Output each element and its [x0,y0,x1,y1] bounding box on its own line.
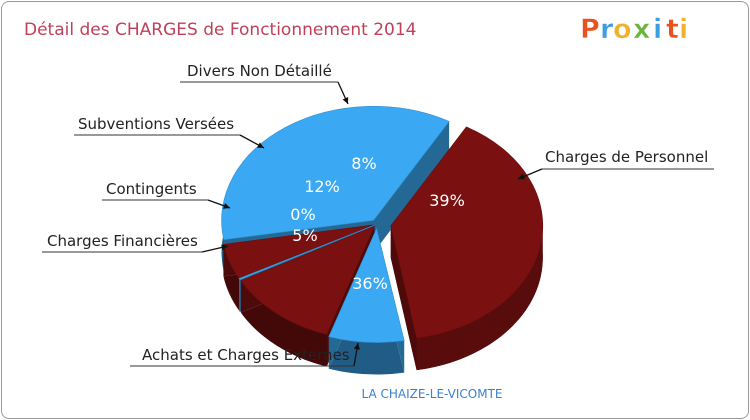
logo-letter: x [633,14,650,45]
logo-letter: o [613,14,632,45]
pct-label: 39% [429,191,465,210]
pct-label: 8% [351,154,376,173]
chart-title: Détail des CHARGES de Fonctionnement 201… [24,20,416,40]
slice-contingents [238,225,374,281]
leader-arrowhead [353,343,360,350]
logo-letter: t [666,14,679,45]
leader-arrowhead [518,173,525,180]
category-label: Charges de Personnel [545,148,708,166]
slice-wall-charges-de-personnel-0 [390,225,417,371]
chart-subtitle: LA CHAIZE-LE-VICOMTE [362,387,503,401]
logo-letter: P [580,14,600,45]
slice-wall-achats-et-charges-externes-0 [373,121,450,253]
logo-letter: i [679,14,688,45]
category-label: Charges Financières [47,232,198,250]
slice-charges-financi-res [223,224,374,279]
pct-label: 36% [352,274,388,293]
slice-subventions-vers-es [240,225,376,335]
slice-divers-non-d-taill [328,227,405,343]
pct-label: 5% [292,226,317,245]
pct-label: 12% [304,177,340,196]
category-label: Contingents [106,180,197,198]
slice-side-charges-de-personnel [416,225,543,371]
category-label: Subventions Versées [78,115,234,133]
pct-label: 0% [290,205,315,224]
logo-letter: r [600,14,614,45]
leader-arrowhead [221,244,228,251]
leader-arrowhead [223,202,230,209]
logo-letter: i [653,14,662,45]
category-label: Divers Non Détaillé [187,62,332,80]
leader-arrowhead [257,142,264,148]
leader-arrowhead [342,97,349,104]
slice-achats-et-charges-externes [221,106,450,241]
slice-charges-de-personnel [390,126,544,339]
category-label: Achats et Charges Externes [142,346,350,364]
